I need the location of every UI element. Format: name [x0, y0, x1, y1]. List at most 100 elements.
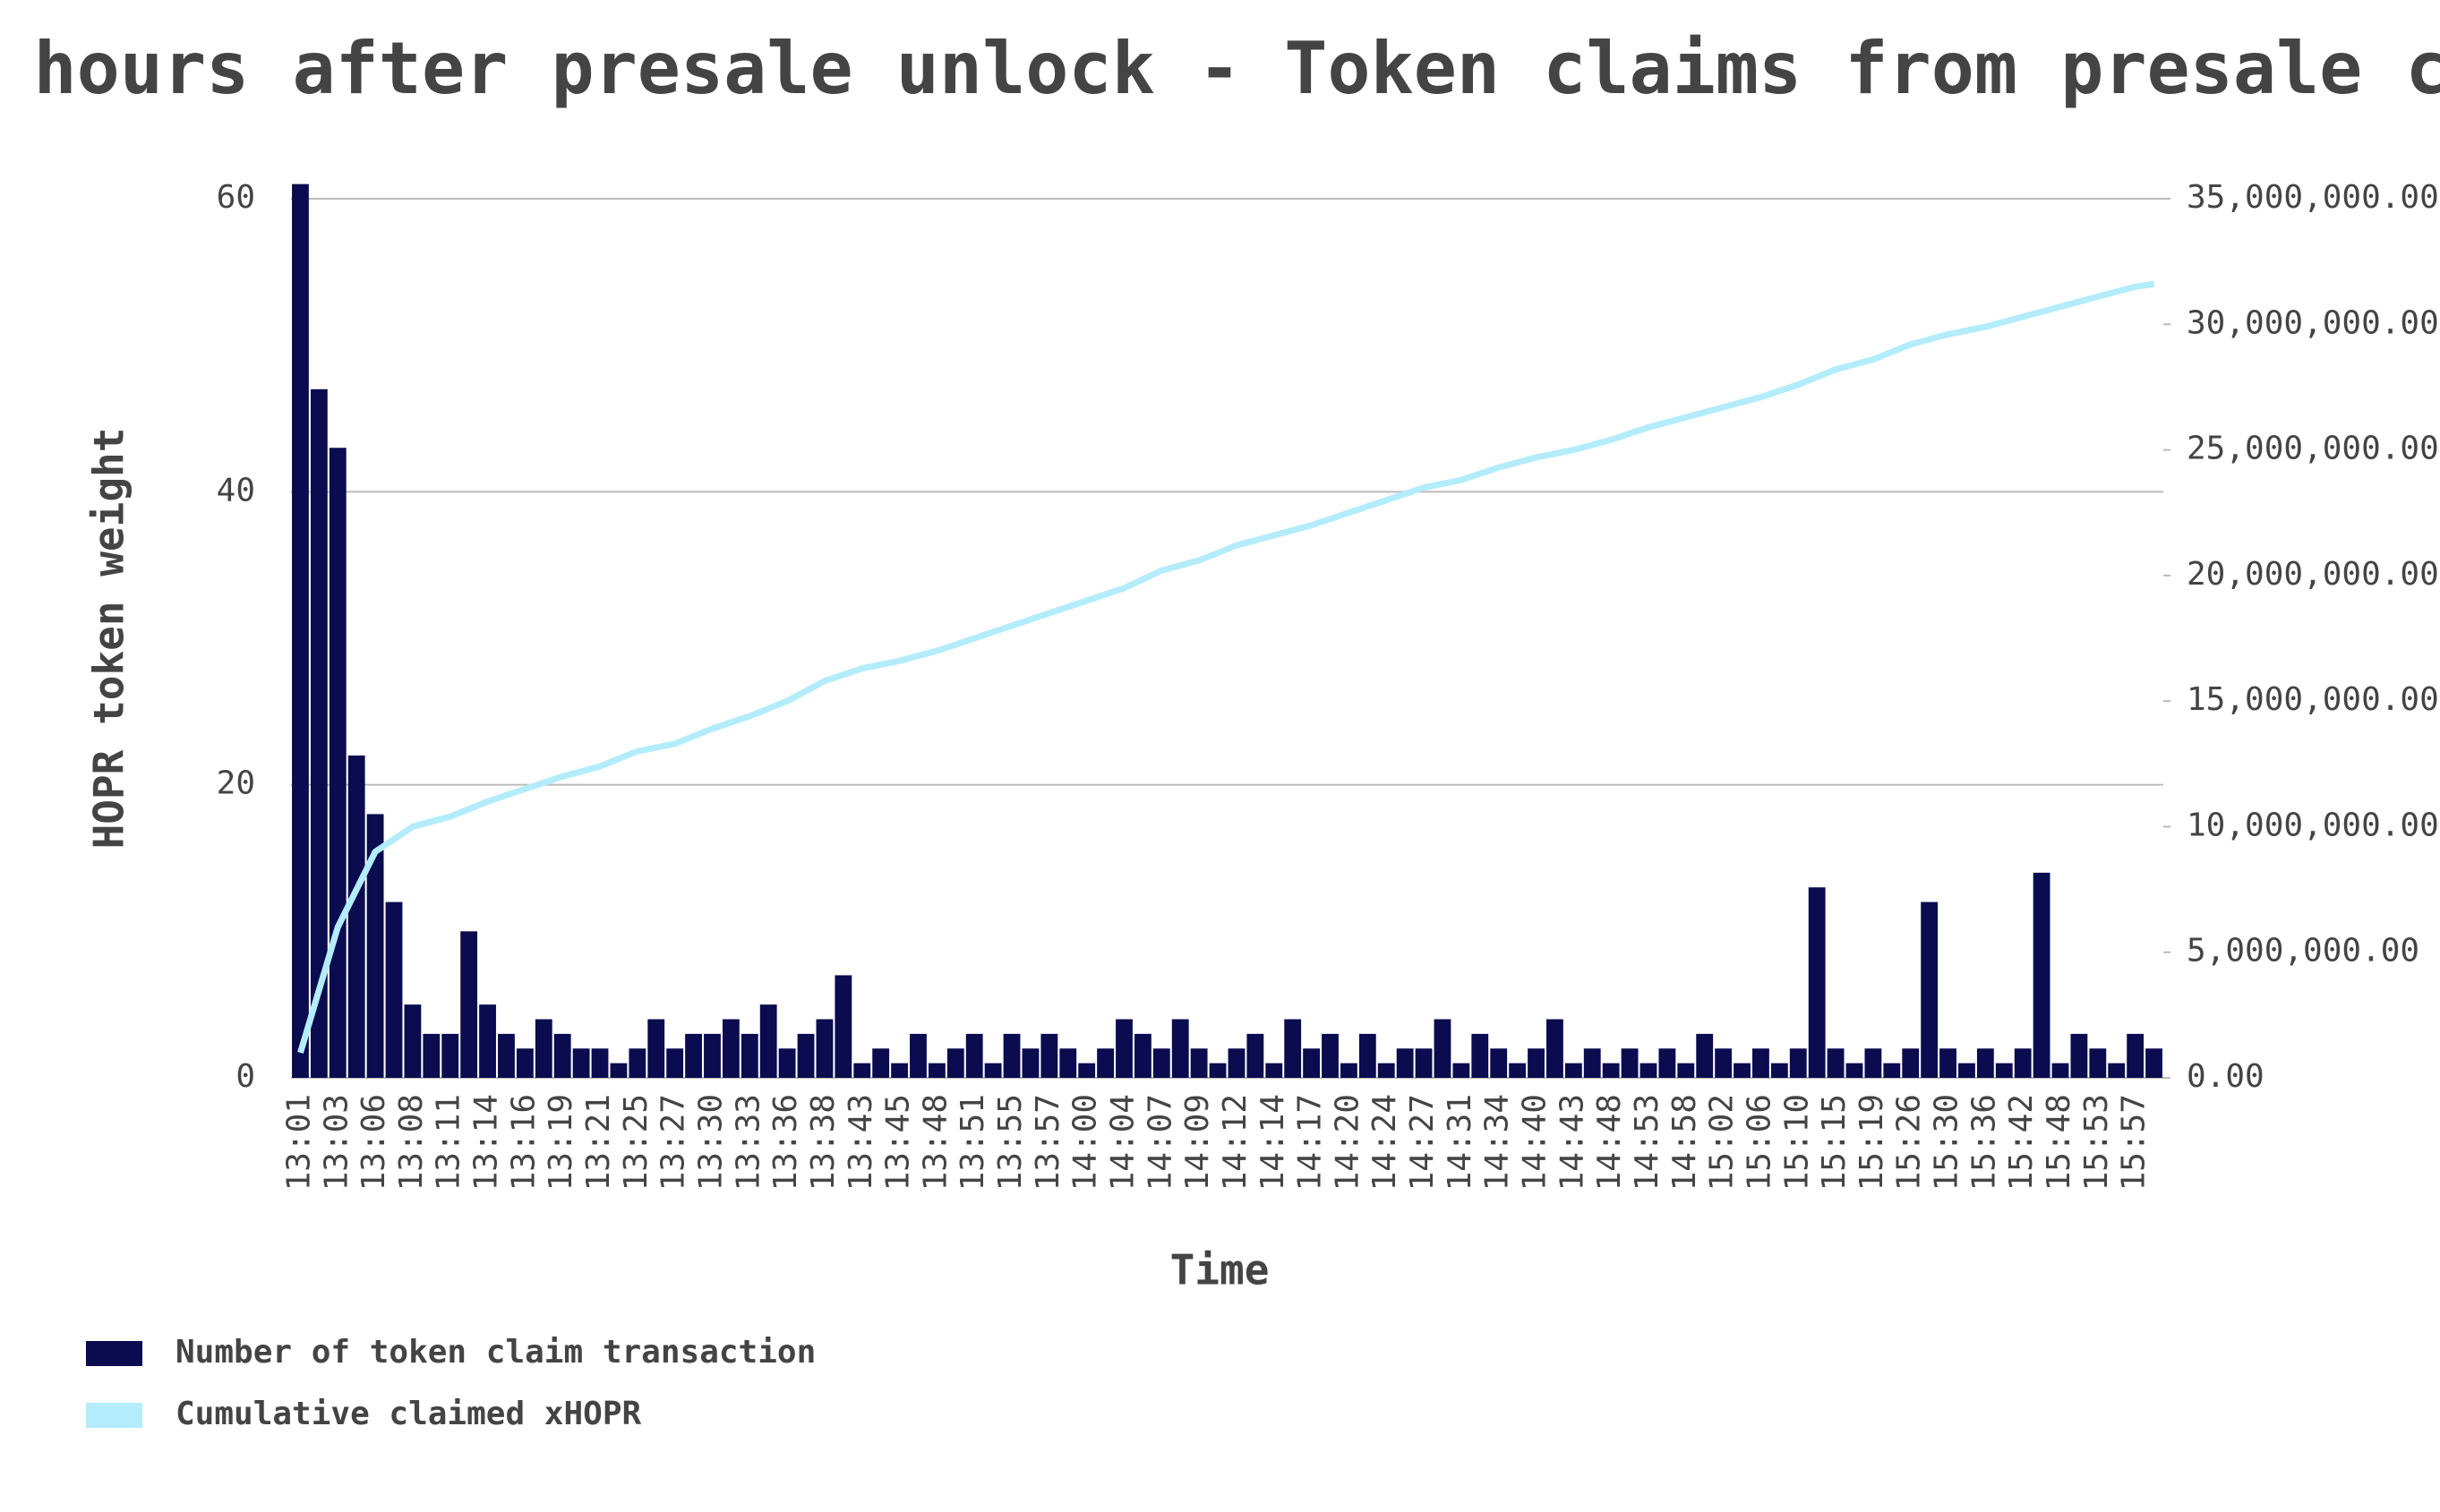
bar [1583, 1048, 1601, 1078]
x-tick-label: 14:53 [1629, 1094, 1665, 1191]
x-tick-label: 13:16 [505, 1094, 542, 1191]
bar [1770, 1063, 1788, 1078]
bar [423, 1033, 441, 1078]
bar [366, 814, 384, 1078]
x-tick-label: 13:06 [355, 1094, 392, 1191]
bar [1939, 1048, 1956, 1078]
y2-tick-label: 35,000,000.00 [2187, 179, 2439, 216]
y2-tick-label: 0.00 [2187, 1058, 2264, 1095]
bar [1864, 1048, 1882, 1078]
bar [385, 901, 403, 1078]
x-tick-label: 13:45 [880, 1094, 917, 1191]
bar [1752, 1048, 1769, 1078]
x-tick-label: 13:43 [843, 1094, 879, 1191]
x-tick-label: 14:20 [1329, 1094, 1366, 1191]
bar [759, 1004, 777, 1078]
bar [1789, 1048, 1807, 1078]
bar [872, 1048, 890, 1078]
bar [1415, 1048, 1433, 1078]
y2-tick-label: 30,000,000.00 [2187, 304, 2439, 341]
y2-tick-label: 10,000,000.00 [2187, 807, 2439, 843]
bar [1976, 1048, 1994, 1078]
x-tick-label: 14:58 [1666, 1094, 1703, 1191]
bar [891, 1063, 908, 1078]
bar [2127, 1033, 2145, 1078]
bar [479, 1004, 496, 1078]
x-tick-label: 13:25 [618, 1094, 655, 1191]
bar [2014, 1048, 2032, 1078]
x-tick-label: 15:02 [1704, 1094, 1741, 1191]
bar [1152, 1048, 1170, 1078]
y-tick-label: 40 [217, 472, 255, 508]
x-tick-label: 15:10 [1778, 1094, 1815, 1191]
x-tick-label: 13:03 [318, 1094, 355, 1191]
bar [1040, 1033, 1058, 1078]
bar [1396, 1048, 1414, 1078]
bar [1434, 1019, 1451, 1078]
legend-label: Cumulative claimed xHOPR [176, 1396, 641, 1432]
bar [666, 1048, 684, 1078]
bar [984, 1063, 1002, 1078]
bar [1696, 1033, 1714, 1078]
x-tick-label: 13:57 [1030, 1094, 1066, 1191]
bar [591, 1048, 609, 1078]
x-tick-label: 15:26 [1891, 1094, 1928, 1191]
x-tick-label: 15:48 [2041, 1094, 2077, 1191]
bar [1078, 1063, 1096, 1078]
x-tick-label: 13:36 [767, 1094, 804, 1191]
line [297, 280, 2155, 1054]
x-tick-label: 14:04 [1104, 1094, 1141, 1191]
bar [1640, 1063, 1657, 1078]
bar [2051, 1063, 2069, 1078]
x-tick-label: 13:55 [992, 1094, 1029, 1191]
x-tick-label: 13:38 [805, 1094, 842, 1191]
x-tick-label: 13:48 [917, 1094, 954, 1191]
x-tick-label: 13:27 [655, 1094, 692, 1191]
y2-tick-label: 5,000,000.00 [2187, 933, 2419, 970]
x-tick-label: 14:07 [1142, 1094, 1178, 1191]
x-axis-label: Time [1170, 1246, 1270, 1294]
x-tick-label: 14:00 [1067, 1094, 1104, 1191]
bar [1621, 1048, 1639, 1078]
bar [2089, 1048, 2107, 1078]
bar [797, 1033, 815, 1078]
x-tick-label: 15:36 [1965, 1094, 2002, 1191]
bar [1358, 1033, 1376, 1078]
x-tick-label: 13:11 [431, 1094, 467, 1191]
bar [1322, 1033, 1339, 1078]
bar [1677, 1063, 1695, 1078]
y-axis-label: HOPR token weight [85, 428, 133, 850]
x-tick-label: 14:09 [1179, 1094, 1216, 1191]
bar [910, 1033, 927, 1078]
bar [1265, 1063, 1283, 1078]
y-tick-label: 20 [217, 765, 255, 802]
bar [1452, 1063, 1470, 1078]
y2-tick-label: 20,000,000.00 [2187, 556, 2439, 593]
bar [1602, 1063, 1620, 1078]
bar [1209, 1063, 1227, 1078]
bar [2108, 1063, 2126, 1078]
x-tick-label: 14:24 [1366, 1094, 1403, 1191]
bar [2033, 872, 2050, 1078]
bar [1246, 1033, 1264, 1078]
x-tick-label: 13:19 [543, 1094, 579, 1191]
x-tick-label: 13:21 [580, 1094, 617, 1191]
bar [1377, 1063, 1395, 1078]
bar [1171, 1019, 1189, 1078]
x-tick-label: 14:40 [1517, 1094, 1554, 1191]
bar [572, 1048, 590, 1078]
bar [835, 975, 852, 1078]
x-tick-label: 13:14 [468, 1094, 505, 1191]
bar [553, 1033, 571, 1078]
bar [441, 1033, 459, 1078]
bar [1003, 1033, 1021, 1078]
bar [741, 1033, 758, 1078]
bar [965, 1033, 983, 1078]
legend-label: Number of token claim transaction [176, 1334, 816, 1371]
bar [460, 931, 478, 1078]
bar [1921, 901, 1939, 1078]
bar [535, 1019, 552, 1078]
bar [704, 1033, 721, 1078]
x-tick-label: 13:30 [692, 1094, 729, 1191]
bar [1734, 1063, 1751, 1078]
